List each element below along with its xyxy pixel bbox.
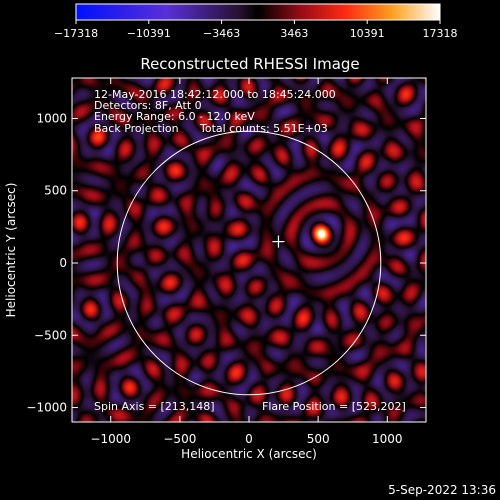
colorbar-tick-label: 3463 xyxy=(280,27,308,40)
y-tick-label: −1000 xyxy=(26,401,67,415)
chart-title: Reconstructed RHESSI Image xyxy=(140,55,359,73)
annotation-flare-position: Flare Position = [523,202] xyxy=(262,400,406,413)
y-tick-label: −500 xyxy=(34,328,67,342)
y-tick-label: 1000 xyxy=(36,111,67,125)
annotation-time-range: 12-May-2016 18:42:12.000 to 18:45:24.000 xyxy=(94,88,336,101)
annotation-energy-range: Energy Range: 6.0 - 12.0 keV xyxy=(94,110,255,123)
colorbar-tick-label: 17318 xyxy=(423,27,458,40)
colorbar-tick-label: 10391 xyxy=(350,27,385,40)
x-axis-label: Heliocentric X (arcsec) xyxy=(181,447,317,461)
colorbar-tick-label: −3463 xyxy=(203,27,240,40)
colorbar-tick-label: −17318 xyxy=(54,27,98,40)
annotation-total-counts: Total counts: 5.51E+03 xyxy=(199,122,328,135)
y-tick-label: 500 xyxy=(44,184,67,198)
colorbar-ticks: −17318 −10391 −3463 3463 10391 17318 xyxy=(54,20,458,40)
colorbar-tick-label: −10391 xyxy=(127,27,171,40)
axis-ticks: −1000 −500 0 500 1000 −1000 −500 0 500 1000 xyxy=(26,78,426,446)
colorbar xyxy=(75,3,441,21)
x-tick-label: 1000 xyxy=(372,432,403,446)
spin-axis-marker xyxy=(272,235,285,248)
y-tick-label: 0 xyxy=(59,256,67,270)
x-tick-label: 0 xyxy=(245,432,253,446)
x-tick-label: −500 xyxy=(163,432,196,446)
y-axis-label: Heliocentric Y (arcsec) xyxy=(4,183,18,318)
x-tick-label: −1000 xyxy=(90,432,131,446)
annotation-detectors: Detectors: 8F, Att 0 xyxy=(94,99,202,112)
annotation-method: Back Projection xyxy=(94,122,179,135)
x-tick-label: 500 xyxy=(307,432,330,446)
timestamp-footer: 5-Sep-2022 13:36 xyxy=(388,483,496,497)
annotation-spin-axis: Spin Axis = [213,148] xyxy=(94,400,215,413)
solar-limb-circle xyxy=(116,130,382,396)
heatmap-image xyxy=(72,78,426,422)
